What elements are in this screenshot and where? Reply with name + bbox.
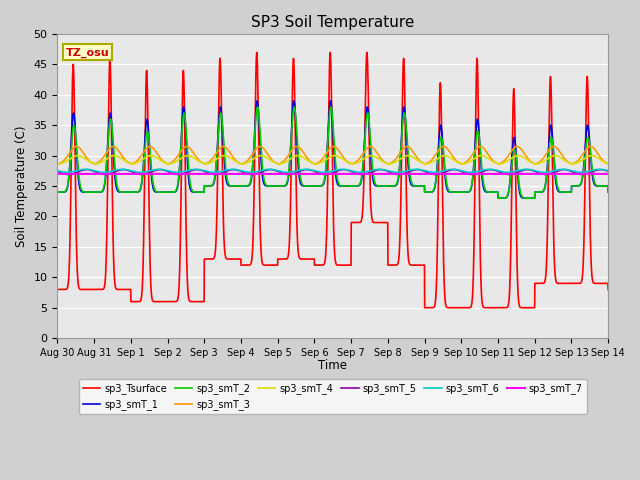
sp3_Tsurface (253, 49, 260, 55)
sp3_smT_6 (63, 169, 71, 175)
sp3_Tsurface (534, 280, 542, 286)
sp3_smT_7 (116, 171, 124, 177)
Line: sp3_smT_6: sp3_smT_6 (58, 169, 608, 172)
sp3_smT_2 (116, 189, 124, 195)
sp3_smT_3 (265, 153, 273, 158)
sp3_smT_3 (587, 144, 595, 149)
Title: SP3 Soil Temperature: SP3 Soil Temperature (251, 15, 415, 30)
sp3_smT_5 (265, 167, 273, 173)
sp3_smT_2 (534, 189, 542, 195)
sp3_smT_5 (534, 170, 542, 176)
sp3_smT_4 (289, 155, 296, 160)
sp3_smT_1 (289, 107, 296, 113)
sp3_smT_4 (116, 155, 124, 161)
sp3_smT_3 (534, 160, 542, 166)
sp3_smT_7 (149, 171, 157, 177)
sp3_smT_7 (265, 171, 273, 177)
sp3_smT_4 (56, 161, 63, 167)
Legend: sp3_Tsurface, sp3_smT_1, sp3_smT_2, sp3_smT_3, sp3_smT_4, sp3_smT_5, sp3_smT_6, : sp3_Tsurface, sp3_smT_1, sp3_smT_2, sp3_… (79, 380, 586, 414)
sp3_smT_6 (604, 168, 612, 173)
sp3_smT_6 (116, 167, 124, 172)
sp3_smT_5 (65, 172, 72, 178)
sp3_smT_5 (149, 168, 157, 174)
sp3_smT_7 (54, 171, 61, 177)
sp3_smT_3 (604, 161, 612, 167)
sp3_smT_5 (597, 167, 605, 172)
X-axis label: Time: Time (318, 359, 348, 372)
sp3_smT_4 (604, 161, 612, 167)
Text: TZ_osu: TZ_osu (66, 47, 109, 58)
sp3_smT_2 (253, 104, 261, 110)
sp3_Tsurface (604, 287, 612, 292)
sp3_smT_4 (588, 153, 595, 158)
sp3_smT_4 (54, 161, 61, 167)
sp3_smT_5 (54, 168, 61, 174)
sp3_smT_2 (604, 189, 612, 195)
sp3_smT_1 (54, 189, 61, 195)
Y-axis label: Soil Temperature (C): Soil Temperature (C) (15, 125, 28, 247)
sp3_smT_1 (534, 189, 542, 195)
sp3_Tsurface (265, 262, 273, 268)
sp3_Tsurface (452, 305, 460, 311)
sp3_smT_3 (289, 146, 296, 152)
sp3_smT_2 (149, 179, 157, 185)
sp3_smT_3 (149, 145, 157, 151)
sp3_smT_3 (54, 161, 62, 167)
sp3_smT_1 (594, 183, 602, 189)
sp3_smT_5 (289, 171, 296, 177)
sp3_smT_3 (594, 151, 602, 156)
sp3_smT_6 (534, 168, 542, 174)
sp3_smT_4 (149, 153, 157, 159)
sp3_smT_4 (265, 156, 273, 162)
sp3_smT_3 (116, 151, 124, 156)
sp3_smT_5 (594, 167, 602, 173)
sp3_smT_6 (54, 168, 61, 173)
sp3_smT_4 (534, 161, 542, 167)
sp3_smT_2 (54, 189, 61, 195)
sp3_smT_2 (529, 195, 537, 201)
sp3_smT_1 (604, 189, 612, 195)
Line: sp3_smT_3: sp3_smT_3 (58, 146, 608, 164)
sp3_Tsurface (149, 298, 157, 304)
sp3_smT_7 (289, 171, 296, 177)
sp3_smT_6 (265, 167, 273, 172)
sp3_smT_1 (265, 183, 273, 189)
sp3_Tsurface (289, 75, 296, 81)
sp3_smT_6 (596, 167, 604, 172)
Line: sp3_smT_5: sp3_smT_5 (58, 169, 608, 175)
sp3_smT_5 (116, 167, 124, 173)
sp3_smT_1 (529, 195, 536, 201)
sp3_smT_4 (594, 155, 602, 161)
Line: sp3_smT_2: sp3_smT_2 (58, 107, 608, 198)
sp3_smT_5 (604, 168, 612, 174)
sp3_Tsurface (116, 287, 124, 292)
sp3_smT_1 (253, 98, 261, 104)
sp3_smT_1 (116, 189, 124, 195)
sp3_smT_1 (149, 184, 157, 190)
sp3_smT_2 (265, 183, 273, 189)
Line: sp3_Tsurface: sp3_Tsurface (58, 52, 608, 308)
sp3_smT_6 (289, 169, 296, 175)
sp3_smT_2 (289, 115, 296, 120)
sp3_smT_7 (604, 171, 612, 177)
Line: sp3_smT_1: sp3_smT_1 (58, 101, 608, 198)
sp3_smT_7 (534, 171, 542, 177)
sp3_smT_6 (594, 167, 602, 172)
sp3_smT_6 (149, 167, 157, 173)
Line: sp3_smT_4: sp3_smT_4 (58, 156, 608, 164)
sp3_smT_3 (54, 161, 61, 167)
sp3_Tsurface (594, 280, 602, 286)
sp3_smT_7 (593, 171, 601, 177)
sp3_smT_2 (594, 183, 602, 189)
sp3_Tsurface (54, 287, 61, 292)
